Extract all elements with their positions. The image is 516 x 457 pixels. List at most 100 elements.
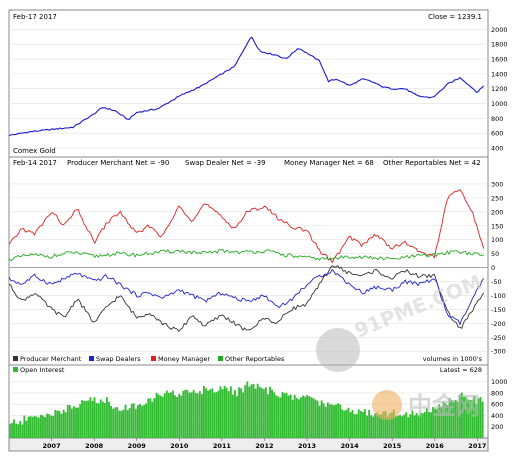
oi-bar (376, 412, 379, 438)
oi-bar (145, 403, 148, 438)
oi-bar (31, 416, 34, 438)
oi-bar (151, 401, 154, 438)
oi-legend-swatch (13, 367, 18, 372)
cot-panel-frame (8, 156, 489, 366)
oi-bar (463, 396, 465, 438)
oi-bar (172, 390, 174, 438)
x-axis-band (8, 437, 489, 452)
oi-bar (77, 407, 79, 438)
oi-bar (139, 403, 141, 438)
oi-bar (9, 423, 11, 438)
oi-bar (236, 396, 238, 438)
oi-bar (157, 394, 160, 438)
oi-bar (479, 397, 482, 438)
oi-label: Open Interest (20, 366, 65, 374)
oi-bar (184, 389, 187, 438)
oi-bar (101, 401, 104, 438)
oi-bar (328, 404, 331, 438)
series-line-0-0 (8, 36, 485, 137)
oi-bar (269, 386, 271, 438)
legend-swatch-producer (13, 356, 18, 361)
oi-bar (271, 389, 273, 438)
oi-bar (364, 409, 366, 438)
x-tick-label: 2010 (170, 442, 189, 450)
oi-bar (217, 390, 220, 438)
y-tick-label: 1800 (491, 41, 508, 49)
oi-bar (213, 392, 216, 438)
oi-bar (467, 399, 470, 438)
y-tick-label: 300 (491, 180, 503, 188)
oi-bar (386, 416, 389, 438)
oi-bar (79, 404, 82, 438)
oi-bar (454, 399, 457, 438)
oi-bar (481, 401, 484, 438)
legend-money: Money Manager (158, 355, 210, 363)
cot-label-swap: Swap Dealer Net = -39 (185, 159, 266, 167)
y-tick-label: 50 (491, 250, 499, 258)
oi-bar (244, 385, 247, 438)
oi-bar (176, 397, 179, 438)
cot-label-other: Other Reportables Net = 42 (383, 159, 481, 167)
oi-bar (461, 392, 463, 438)
oi-bar (397, 415, 399, 438)
oi-bar (306, 395, 309, 438)
oi-bar (44, 416, 46, 438)
oi-bar (434, 408, 437, 438)
y-tick-label: 200 (491, 423, 503, 431)
oi-bar (219, 386, 222, 438)
y-tick-label: 100 (491, 236, 503, 244)
oi-bar (141, 405, 143, 438)
oi-header-latest: Latest = 628 (440, 366, 482, 374)
y-tick-label: 1000 (491, 100, 508, 108)
price-panel-frame (8, 9, 489, 158)
oi-bar (23, 415, 26, 438)
oi-bar (25, 420, 28, 438)
oi-bar (163, 393, 166, 438)
oi-bar (42, 415, 44, 438)
oi-bar (209, 389, 212, 438)
y-tick-label: 1000 (491, 378, 508, 386)
oi-bar (264, 387, 267, 438)
watermark-zhongjin-logo-icon (372, 390, 402, 420)
oi-bar (442, 401, 445, 438)
oi-bar (456, 401, 459, 438)
oi-bar (450, 400, 453, 438)
oi-bar (357, 409, 360, 438)
oi-bar (267, 394, 269, 438)
legend-swatch-money (151, 356, 156, 361)
oi-bar (343, 410, 346, 438)
oi-bar (227, 391, 230, 438)
oi-bar (66, 404, 69, 438)
oi-bar (262, 389, 265, 438)
oi-bar (260, 388, 263, 438)
oi-bar (417, 415, 420, 438)
oi-bar (281, 392, 284, 438)
watermark-zhongjin-text: 中金网 (408, 392, 480, 420)
series-layer (8, 36, 485, 438)
oi-bar (89, 397, 92, 438)
y-tick-label: -300 (491, 348, 506, 356)
oi-bar (415, 412, 418, 438)
oi-bar (87, 400, 90, 438)
oi-bar (246, 381, 249, 438)
oi-bar (473, 396, 476, 438)
oi-bar (279, 397, 282, 438)
oi-bar (15, 423, 18, 438)
oi-bar (355, 414, 358, 438)
oi-bar (411, 410, 414, 438)
oi-bar (124, 404, 127, 438)
oi-bar (46, 413, 49, 438)
oi-bar (298, 399, 300, 438)
oi-bar (153, 398, 156, 438)
oi-bar (310, 397, 313, 438)
oi-bar (178, 393, 181, 438)
x-tick-label: 2016 (426, 442, 445, 450)
oi-bar (201, 394, 203, 438)
y-tick-label: 0 (491, 264, 495, 272)
oi-bar (223, 386, 226, 438)
oi-bar (390, 412, 393, 438)
oi-bar (91, 400, 94, 438)
oi-bar (275, 395, 278, 438)
oi-bar (341, 409, 344, 438)
oi-bar (13, 419, 15, 438)
